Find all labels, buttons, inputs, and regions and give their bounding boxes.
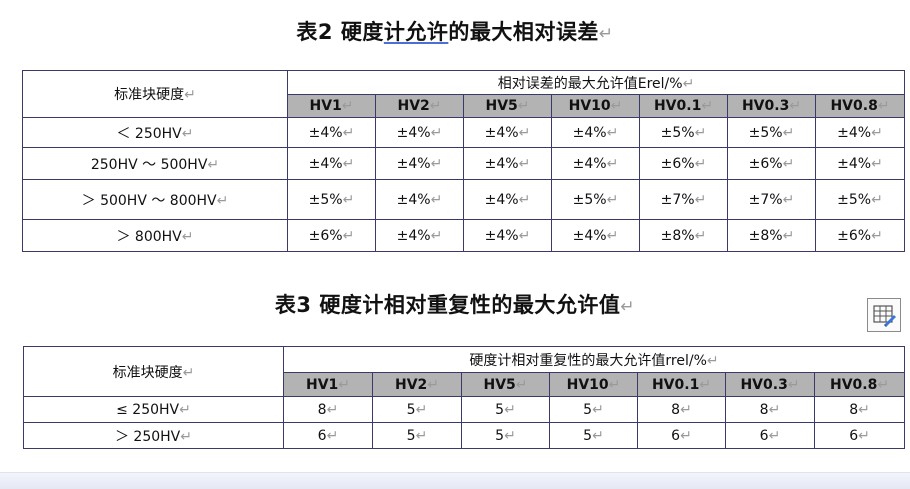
table2-value-cell: ±4%↵	[551, 219, 640, 252]
table2-column-header: HV1↵	[287, 94, 376, 118]
table2-value-cell: ±5%↵	[551, 179, 640, 220]
table2-row-label: ＜ 250HV↵	[22, 117, 288, 148]
table2-row-label: ＞ 800HV↵	[22, 219, 288, 252]
table3-value-cell: 8↵	[637, 396, 726, 423]
table2-value-cell: ±6%↵	[727, 147, 816, 180]
table2: 标准块硬度↵ 相对误差的最大允许值Erel/%↵ HV1↵ HV2↵ HV5↵ HV10↵…	[22, 70, 906, 252]
table2-group-header: 相对误差的最大允许值Erel/%↵	[286, 70, 906, 95]
table2-value-cell: ±4%↵	[375, 179, 464, 220]
table2-value-cell: ±4%↵	[551, 147, 640, 180]
table2-value-cell: ±4%↵	[375, 147, 464, 180]
table2-column-header: HV0.3↵	[727, 94, 816, 118]
table3-value-cell: 6↵	[813, 422, 906, 449]
table3-row-header: 标准块硬度↵	[23, 346, 284, 397]
table2-value-cell: ±4%↵	[375, 219, 464, 252]
table3-value-cell: 5↵	[372, 396, 462, 423]
table2-column-header: HV2↵	[375, 94, 464, 118]
table2-row-label: ＞ 500HV ～ 800HV↵	[22, 179, 288, 220]
table3-column-header: HV2↵	[372, 372, 462, 397]
table2-column-header: HV5↵	[463, 94, 552, 118]
table2-value-cell: ±4%↵	[287, 117, 376, 148]
table3-column-header: HV5↵	[461, 372, 550, 397]
table2-table-row: 250HV ～ 500HV↵ ±4%↵ ±4%↵ ±4%↵ ±4%↵ ±6%↵ ±6%↵ ±4…	[22, 147, 906, 180]
table2-value-cell: ±5%↵	[639, 117, 728, 148]
table2-value-cell: ±4%↵	[463, 179, 552, 220]
table3-value-cell: 5↵	[461, 396, 550, 423]
table2-value-cell: ±4%↵	[551, 117, 640, 148]
table2-column-header: HV0.1↵	[639, 94, 728, 118]
table2-row-label: 250HV ～ 500HV↵	[22, 147, 288, 180]
table2-value-cell: ±6%↵	[639, 147, 728, 180]
table3-value-cell: 8↵	[725, 396, 815, 423]
status-strip	[0, 472, 910, 489]
table2-value-cell: ±4%↵	[814, 117, 906, 148]
table3-value-cell: 6↵	[283, 422, 373, 449]
table2-value-cell: ±6%↵	[287, 219, 376, 252]
table3-title: 表3 硬度计相对重复性的最大允许值↵	[274, 293, 636, 317]
table2-value-cell: ±4%↵	[463, 219, 552, 252]
table2-value-cell: ±4%↵	[287, 147, 376, 180]
table2-value-cell: ±7%↵	[639, 179, 728, 220]
table2-value-cell: ±4%↵	[463, 117, 552, 148]
table3-column-header: HV0.8↵	[813, 372, 906, 397]
table2-value-cell: ±8%↵	[727, 219, 816, 252]
table2-table-row: ＞ 500HV ～ 800HV↵ ±5%↵ ±4%↵ ±4%↵ ±5%↵ ±7%↵ ±7%↵…	[22, 179, 906, 220]
table3-table-row: ≤ 250HV↵ 8↵ 5↵ 5↵ 5↵ 8↵ 8↵ 8↵	[23, 396, 906, 423]
table2-row-header: 标准块硬度↵	[22, 70, 288, 118]
table2-value-cell: ±4%↵	[463, 147, 552, 180]
table2-value-cell: ±5%↵	[727, 117, 816, 148]
table3-value-cell: 6↵	[637, 422, 726, 449]
table3-row-label: ≤ 250HV↵	[23, 396, 284, 423]
table3-row-label: ＞ 250HV↵	[23, 422, 284, 449]
table3-table-row: ＞ 250HV↵ 6↵ 5↵ 5↵ 5↵ 6↵ 6↵ 6↵	[23, 422, 906, 449]
table3-group-header: 硬度计相对重复性的最大允许值rrel/%↵	[282, 346, 906, 373]
table3-column-header: HV0.3↵	[725, 372, 815, 397]
table3-column-header: HV10↵	[549, 372, 638, 397]
table-layout-icon[interactable]	[867, 298, 901, 332]
table3-value-cell: 8↵	[283, 396, 373, 423]
table2-title: 表2 硬度计允许的最大相对误差↵	[296, 20, 614, 44]
table3-value-cell: 5↵	[549, 396, 638, 423]
table3-value-cell: 5↵	[461, 422, 550, 449]
table3-column-header: HV1↵	[283, 372, 373, 397]
table2-value-cell: ±5%↵	[814, 179, 906, 220]
table2-value-cell: ±4%↵	[375, 117, 464, 148]
table3-value-cell: 6↵	[725, 422, 815, 449]
table2-column-header: HV10↵	[551, 94, 640, 118]
table3-column-header: HV0.1↵	[637, 372, 726, 397]
table3: 标准块硬度↵ 硬度计相对重复性的最大允许值rrel/%↵ HV1↵ HV2↵ HV5↵ H…	[23, 346, 906, 449]
table2-value-cell: ±6%↵	[814, 219, 906, 252]
table3-value-cell: 5↵	[372, 422, 462, 449]
table2-value-cell: ±7%↵	[727, 179, 816, 220]
table2-value-cell: ±4%↵	[814, 147, 906, 180]
table2-value-cell: ±8%↵	[639, 219, 728, 252]
table3-value-cell: 5↵	[549, 422, 638, 449]
table3-value-cell: 8↵	[813, 396, 906, 423]
table2-value-cell: ±5%↵	[287, 179, 376, 220]
table2-column-header: HV0.8↵	[814, 94, 906, 118]
table2-table-row: ＜ 250HV↵ ±4%↵ ±4%↵ ±4%↵ ±4%↵ ±5%↵ ±5%↵ ±4%↵	[22, 117, 906, 148]
table2-table-row: ＞ 800HV↵ ±6%↵ ±4%↵ ±4%↵ ±4%↵ ±8%↵ ±8%↵ ±6%↵	[22, 219, 906, 252]
table2-title-underlined: 计允许	[383, 20, 449, 44]
